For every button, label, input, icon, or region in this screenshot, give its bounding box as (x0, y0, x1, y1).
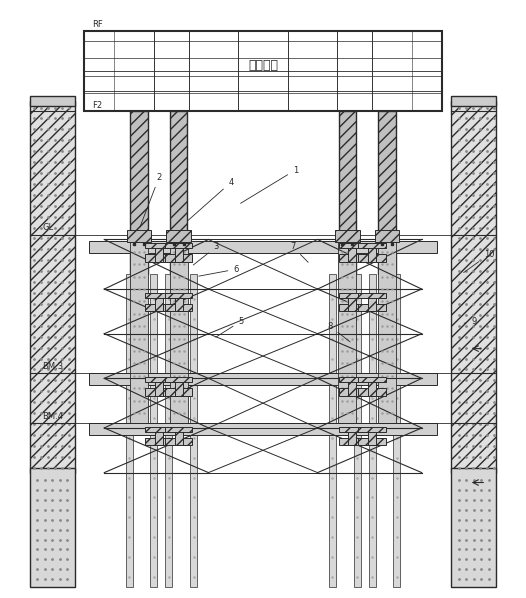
Bar (165, 243, 193, 248)
Bar (85, 31, 441, 111)
Bar (175, 379, 183, 396)
Text: 既有建筑: 既有建筑 (248, 59, 278, 72)
Bar (150, 274, 157, 587)
Bar (165, 304, 193, 312)
Bar (359, 243, 386, 248)
Bar (89, 423, 437, 435)
Bar (359, 427, 386, 432)
Bar (155, 245, 163, 262)
Bar (165, 274, 172, 587)
Bar (165, 293, 193, 298)
Bar (338, 239, 356, 423)
Bar (145, 438, 173, 446)
Bar (359, 254, 386, 262)
Text: 5: 5 (216, 317, 244, 337)
Bar (375, 230, 399, 242)
Bar (369, 274, 376, 587)
Text: 8: 8 (328, 322, 350, 342)
Bar (393, 274, 400, 587)
Text: 3: 3 (193, 242, 219, 265)
Bar (335, 230, 360, 242)
Bar (348, 245, 357, 262)
Bar (145, 388, 173, 396)
Bar (165, 377, 193, 382)
Bar (145, 293, 173, 298)
Bar (348, 294, 357, 312)
Bar (130, 111, 148, 274)
Text: RF: RF (92, 20, 103, 29)
Bar (145, 427, 173, 432)
Bar (145, 304, 173, 312)
Text: BM.4: BM.4 (42, 411, 63, 420)
Bar (339, 304, 366, 312)
Bar (145, 254, 173, 262)
Bar (175, 294, 183, 312)
Bar (359, 388, 386, 396)
Bar (165, 438, 193, 446)
Bar (30, 468, 75, 587)
Bar (368, 428, 376, 446)
Bar (339, 388, 366, 396)
Bar (170, 111, 187, 274)
Text: 10: 10 (463, 250, 494, 273)
Bar (348, 428, 357, 446)
Bar (339, 377, 366, 382)
Bar (130, 239, 148, 423)
Bar (127, 230, 151, 242)
Bar (190, 274, 197, 587)
Text: BM.3: BM.3 (42, 362, 64, 371)
Bar (451, 96, 496, 106)
Bar (339, 427, 366, 432)
Bar (175, 245, 183, 262)
Bar (451, 100, 496, 472)
Bar (359, 377, 386, 382)
Text: 2: 2 (140, 173, 161, 227)
Bar (126, 274, 133, 587)
Bar (30, 96, 75, 106)
Bar (354, 274, 361, 587)
Bar (451, 468, 496, 587)
Bar (165, 388, 193, 396)
Bar (339, 438, 366, 446)
Bar (170, 239, 188, 423)
Bar (348, 379, 357, 396)
Text: 7: 7 (290, 242, 308, 263)
Bar (368, 294, 376, 312)
Bar (165, 427, 193, 432)
Bar (165, 254, 193, 262)
Bar (89, 373, 437, 385)
Bar (339, 111, 356, 274)
Bar (175, 428, 183, 446)
Text: 1: 1 (240, 166, 298, 203)
Bar (378, 239, 396, 423)
Bar (155, 379, 163, 396)
Bar (339, 243, 366, 248)
Bar (368, 245, 376, 262)
Bar (145, 377, 173, 382)
Text: GL: GL (42, 223, 54, 232)
Bar (368, 379, 376, 396)
Bar (329, 274, 336, 587)
Text: 9: 9 (464, 317, 477, 326)
Bar (89, 241, 437, 253)
Bar (30, 100, 75, 472)
Bar (145, 243, 173, 248)
Text: F2: F2 (92, 100, 102, 109)
Text: 6: 6 (199, 265, 239, 276)
Bar (339, 254, 366, 262)
Bar (166, 230, 191, 242)
Bar (359, 293, 386, 298)
Bar (359, 438, 386, 446)
Bar (359, 304, 386, 312)
Text: 4: 4 (188, 178, 234, 220)
Bar (339, 293, 366, 298)
Bar (155, 294, 163, 312)
Bar (155, 428, 163, 446)
Bar (378, 111, 396, 274)
